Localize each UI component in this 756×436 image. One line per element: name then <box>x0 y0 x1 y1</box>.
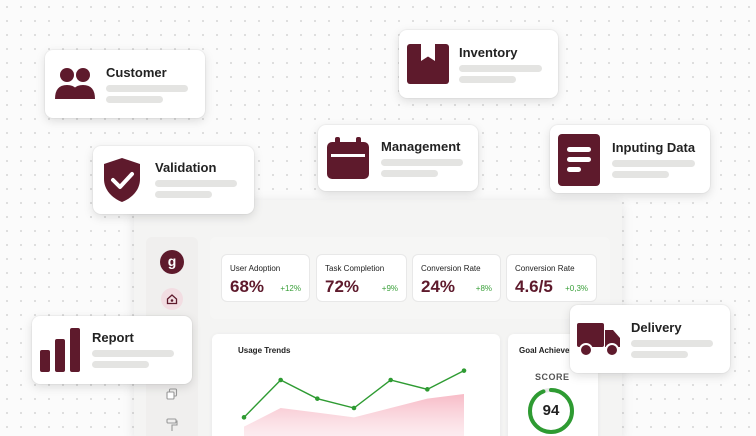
metric-label: Task Completion <box>325 264 385 273</box>
metric-label: User Adoption <box>230 264 281 273</box>
placeholder-line <box>612 160 695 167</box>
score-gauge-arc <box>528 388 574 434</box>
metric-label: Conversion Rate <box>421 264 481 273</box>
inputing-data-card[interactable]: Inputing Data <box>550 125 710 193</box>
report-title: Report <box>92 330 134 345</box>
home-icon <box>166 294 178 305</box>
score-label: SCORE <box>535 372 570 382</box>
placeholder-line <box>459 65 542 72</box>
placeholder-line <box>155 180 237 187</box>
placeholder-line <box>106 85 188 92</box>
management-card[interactable]: Management <box>318 125 478 191</box>
validation-card[interactable]: Validation <box>93 146 254 214</box>
inventory-title: Inventory <box>459 45 518 60</box>
trend-point <box>315 396 320 401</box>
placeholder-line <box>106 96 163 103</box>
trend-point <box>425 387 430 392</box>
metric-delta: +9% <box>381 284 398 293</box>
trend-point <box>351 405 357 411</box>
users-icon <box>55 68 95 99</box>
metric-value: 68% <box>230 277 265 296</box>
calendar-icon <box>327 137 369 179</box>
usage-trends-chart <box>241 368 467 436</box>
box-icon <box>407 44 449 84</box>
trend-area <box>244 394 464 436</box>
metric-value: 4.6/5 <box>515 277 553 296</box>
placeholder-line <box>612 171 669 178</box>
copy-icon[interactable] <box>166 388 178 400</box>
delivery-card[interactable]: Delivery <box>570 305 730 373</box>
trend-point <box>388 377 393 383</box>
metric-card-user-adoption[interactable]: User Adoption 68% +12% <box>221 254 310 302</box>
validation-title: Validation <box>155 160 217 175</box>
customer-title: Customer <box>106 65 167 80</box>
management-title: Management <box>381 139 461 154</box>
document-lines-icon <box>558 134 600 186</box>
inputing-data-title: Inputing Data <box>612 140 696 155</box>
placeholder-line <box>631 340 713 347</box>
inventory-card[interactable]: Inventory <box>399 30 558 98</box>
usage-trends-title: Usage Trends <box>238 346 291 355</box>
report-card[interactable]: Report <box>32 316 192 384</box>
metric-delta: +12% <box>280 284 301 293</box>
paint-roller-icon[interactable] <box>166 418 178 432</box>
score-value: 94 <box>542 402 560 419</box>
metric-card-conversion-rate[interactable]: Conversion Rate 24% +8% <box>412 254 501 302</box>
trend-point <box>278 377 283 383</box>
placeholder-line <box>631 351 688 358</box>
placeholder-line <box>155 191 212 198</box>
placeholder-line <box>381 170 438 177</box>
metric-value: 72% <box>325 277 360 296</box>
metric-label: Conversion Rate <box>515 264 575 273</box>
app-logo[interactable]: g <box>160 250 184 274</box>
bar-chart-icon <box>40 328 80 372</box>
metric-delta: +0,3% <box>565 284 588 293</box>
placeholder-line <box>92 361 149 368</box>
shield-check-icon <box>104 158 140 202</box>
metric-delta: +8% <box>475 284 492 293</box>
placeholder-line <box>92 350 174 357</box>
trend-point <box>461 368 467 373</box>
sidebar-item-home[interactable] <box>161 288 183 310</box>
metric-card-conversion-rate-score[interactable]: Conversion Rate 4.6/5 +0,3% <box>506 254 597 302</box>
trend-point <box>241 415 247 420</box>
score-gauge <box>528 388 574 434</box>
truck-icon <box>577 323 620 357</box>
placeholder-line <box>459 76 516 83</box>
metric-value: 24% <box>421 277 456 296</box>
delivery-title: Delivery <box>631 320 682 335</box>
app-logo-letter: g <box>167 253 177 269</box>
placeholder-line <box>381 159 463 166</box>
goal-title: Goal Achiever <box>519 346 573 355</box>
customer-card[interactable]: Customer <box>45 50 205 118</box>
metric-card-task-completion[interactable]: Task Completion 72% +9% <box>316 254 407 302</box>
